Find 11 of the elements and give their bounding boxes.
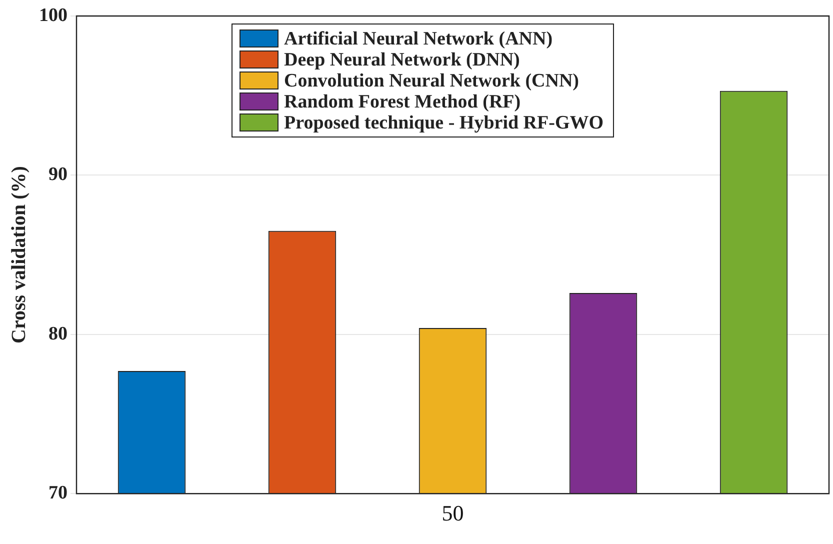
x-tick-label: 50	[442, 500, 464, 526]
y-tick-label: 80	[48, 323, 68, 344]
legend-label: Proposed technique - Hybrid RF-GWO	[284, 112, 604, 134]
y-axis-title: Cross validation (%)	[8, 166, 30, 344]
legend-label: Deep Neural Network (DNN)	[284, 49, 520, 70]
y-tick-label: 70	[48, 482, 68, 504]
legend-label: Convolution Neural Network (CNN)	[284, 70, 580, 92]
legend-label: Random Forest Method (RF)	[284, 91, 521, 112]
y-tick-label: 100	[39, 4, 68, 26]
y-tick-label: 90	[48, 164, 68, 186]
legend-label: Artificial Neural Network (ANN)	[284, 28, 553, 50]
